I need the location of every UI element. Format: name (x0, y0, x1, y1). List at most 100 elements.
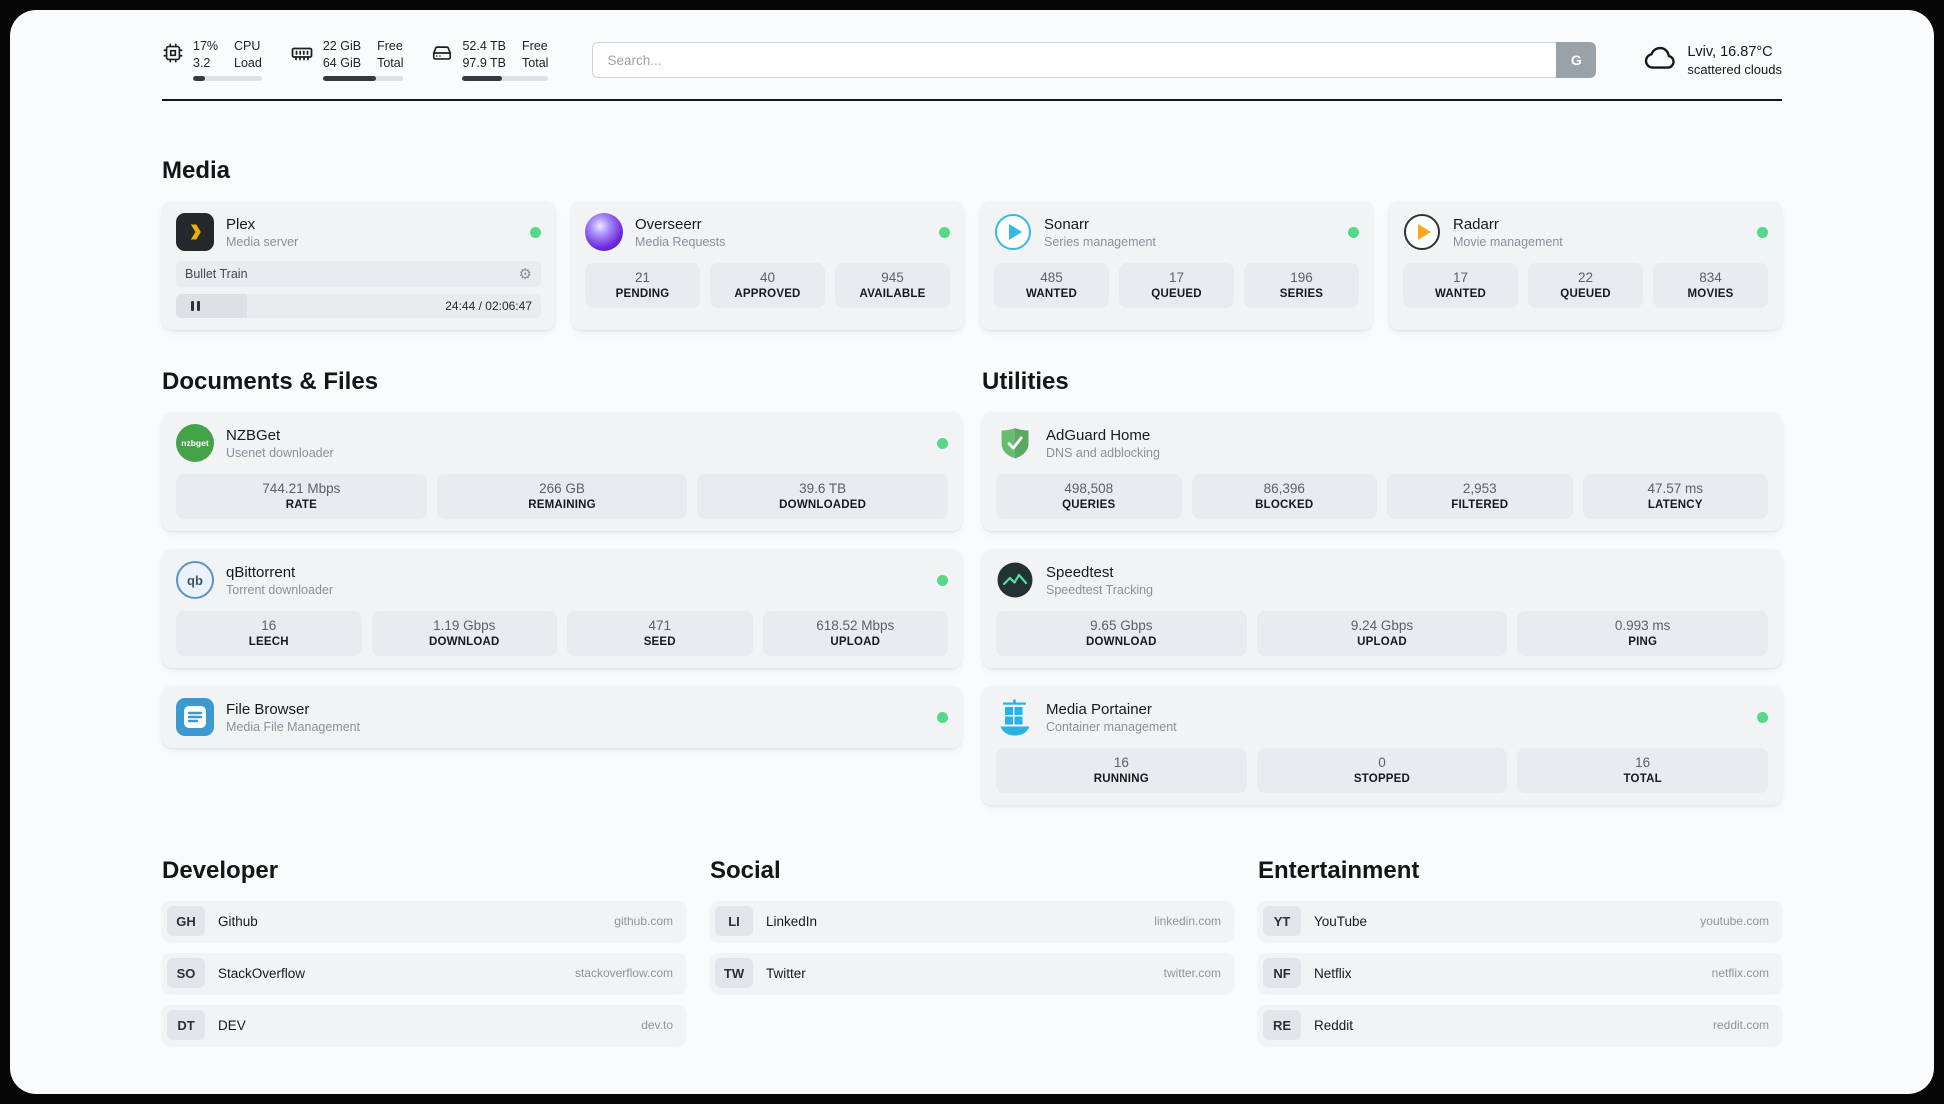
stat-box: 16 LEECH (176, 611, 362, 656)
bookmark-name: DEV (218, 1017, 246, 1033)
app-card-nzbget[interactable]: nzbget NZBGet Usenet downloader 744.21 M… (162, 412, 962, 531)
bookmark-stackoverflow[interactable]: SO StackOverflow stackoverflow.com (162, 953, 686, 993)
bookmark-url: netflix.com (1711, 966, 1769, 980)
bookmark-url: github.com (614, 914, 673, 928)
bookmark-abbr: SO (167, 958, 205, 988)
app-name: Media Portainer (1046, 700, 1152, 718)
cpu-label-1: CPU (234, 38, 261, 53)
disk-total: 97.9 TB (462, 55, 507, 70)
stat-box: 17 QUEUED (1119, 263, 1234, 308)
bookmark-abbr: LI (715, 906, 753, 936)
sonarr-icon (994, 213, 1032, 251)
ram-label-1: Free (377, 38, 403, 53)
app-card-qbittorrent[interactable]: qb qBittorrent Torrent downloader 16 LEEC… (162, 549, 962, 668)
bookmark-name: YouTube (1314, 913, 1368, 929)
search-input[interactable] (592, 42, 1557, 78)
bookmark-url: dev.to (641, 1018, 673, 1032)
bookmark-twitter[interactable]: TW Twitter twitter.com (710, 953, 1234, 993)
bookmark-name: Netflix (1314, 965, 1352, 981)
status-dot (937, 574, 948, 586)
now-playing-title: Bullet Train (185, 267, 248, 281)
bookmark-abbr: TW (715, 958, 753, 988)
app-subtitle: Media server (226, 234, 299, 249)
status-dot (937, 711, 948, 723)
cpu-usage: 17% (193, 38, 219, 53)
app-name: Speedtest (1046, 563, 1114, 581)
app-card-overseerr[interactable]: Overseerr Media Requests 21 PENDING 40 APP… (571, 201, 964, 330)
ram-icon (290, 42, 314, 71)
bookmark-youtube[interactable]: YT YouTube youtube.com (1258, 901, 1782, 941)
bookmark-abbr: DT (167, 1010, 205, 1040)
weather-condition: scattered clouds (1687, 61, 1782, 77)
cpu-label-2: Load (234, 55, 262, 70)
app-subtitle: Media File Management (226, 719, 361, 734)
stat-box: 16 TOTAL (1517, 748, 1768, 793)
section-documents: Documents & Files nzbget NZBGet Usenet d… (162, 368, 962, 805)
gear-icon[interactable]: ⚙ (518, 265, 532, 283)
bookmark-netflix[interactable]: NF Netflix netflix.com (1258, 953, 1782, 993)
stat-box: 40 APPROVED (710, 263, 825, 308)
app-card-speedtest[interactable]: Speedtest Speedtest Tracking 9.65 Gbps DO… (982, 549, 1782, 668)
stat-box: 618.52 Mbps UPLOAD (762, 611, 948, 656)
section-title-developer: Developer (162, 857, 279, 884)
bookmark-abbr: NF (1263, 958, 1301, 988)
bookmark-name: Twitter (766, 965, 806, 981)
stat-box: 22 QUEUED (1528, 263, 1643, 308)
bookmark-reddit[interactable]: RE Reddit reddit.com (1258, 1005, 1782, 1045)
bookmark-dev[interactable]: DT DEV dev.to (162, 1005, 686, 1045)
header-divider (162, 99, 1782, 101)
disk-free: 52.4 TB (462, 38, 507, 53)
cpu-progress-bar (193, 76, 262, 82)
player-seek-bar[interactable]: 24:44 / 02:06:47 (176, 294, 541, 318)
stat-box: 945 AVAILABLE (835, 263, 950, 308)
app-card-plex[interactable]: Plex Media server Bullet Train ⚙ 24:44 /… (162, 201, 555, 330)
dashboard-page: 17% CPU 3.2 Load (10, 10, 1934, 1094)
ram-free: 22 GiB (322, 38, 362, 53)
app-name: qBittorrent (226, 563, 296, 581)
stat-box: 39.6 TB DOWNLOADED (697, 474, 948, 519)
status-dot (1757, 711, 1768, 723)
stat-box: 0.993 ms PING (1517, 611, 1768, 656)
app-subtitle: Speedtest Tracking (1046, 582, 1154, 597)
app-name: File Browser (226, 700, 310, 718)
app-card-adguard[interactable]: AdGuard Home DNS and adblocking 498,508 Q… (982, 412, 1782, 531)
app-card-sonarr[interactable]: Sonarr Series management 485 WANTED 17 QUE… (980, 201, 1373, 330)
app-card-radarr[interactable]: Radarr Movie management 17 WANTED 22 QUEUE… (1389, 201, 1782, 330)
app-subtitle: Movie management (1453, 234, 1563, 249)
ram-total: 64 GiB (322, 55, 362, 70)
section-media: Media Plex Media server Bullet Train (162, 157, 1782, 330)
cpu-chip-icon (162, 42, 184, 69)
adguard-icon (996, 424, 1034, 462)
bookmark-name: Github (218, 913, 258, 929)
bookmark-abbr: YT (1263, 906, 1301, 936)
plex-icon (176, 213, 214, 251)
search-engine-button[interactable]: G (1556, 42, 1597, 78)
bookmark-github[interactable]: GH Github github.com (162, 901, 686, 941)
bookmark-linkedin[interactable]: LI LinkedIn linkedin.com (710, 901, 1234, 941)
search-bar: G (592, 42, 1597, 78)
qbittorrent-icon: qb (176, 561, 214, 599)
bookmark-name: Reddit (1314, 1017, 1354, 1033)
cloud-icon (1642, 44, 1676, 77)
stat-box: 17 WANTED (1403, 263, 1518, 308)
app-card-portainer[interactable]: Media Portainer Container management 16 R… (982, 686, 1782, 805)
pause-button[interactable] (176, 294, 214, 318)
app-card-filebrowser[interactable]: File Browser Media File Management (162, 686, 962, 748)
system-widgets: 17% CPU 3.2 Load (162, 38, 549, 82)
bookmark-url: linkedin.com (1154, 914, 1221, 928)
cpu-widget: 17% CPU 3.2 Load (162, 38, 262, 82)
stat-box: 9.65 Gbps DOWNLOAD (996, 611, 1247, 656)
section-title-utilities: Utilities (982, 368, 1069, 395)
stat-box: 2,953 FILTERED (1387, 474, 1573, 519)
player-time: 24:44 / 02:06:47 (445, 299, 532, 313)
weather-location: Lviv, 16.87°C (1687, 43, 1773, 60)
app-name: Radarr (1453, 215, 1499, 233)
app-name: Sonarr (1044, 215, 1090, 233)
portainer-icon (996, 698, 1034, 736)
app-name: AdGuard Home (1046, 426, 1151, 444)
stat-box: 266 GB REMAINING (436, 474, 688, 519)
section-social: Social LI LinkedIn linkedin.com TW Twitt… (710, 857, 1234, 993)
player-progress-fill (176, 294, 248, 318)
ram-progress-bar (322, 76, 404, 82)
status-dot (1348, 226, 1359, 238)
